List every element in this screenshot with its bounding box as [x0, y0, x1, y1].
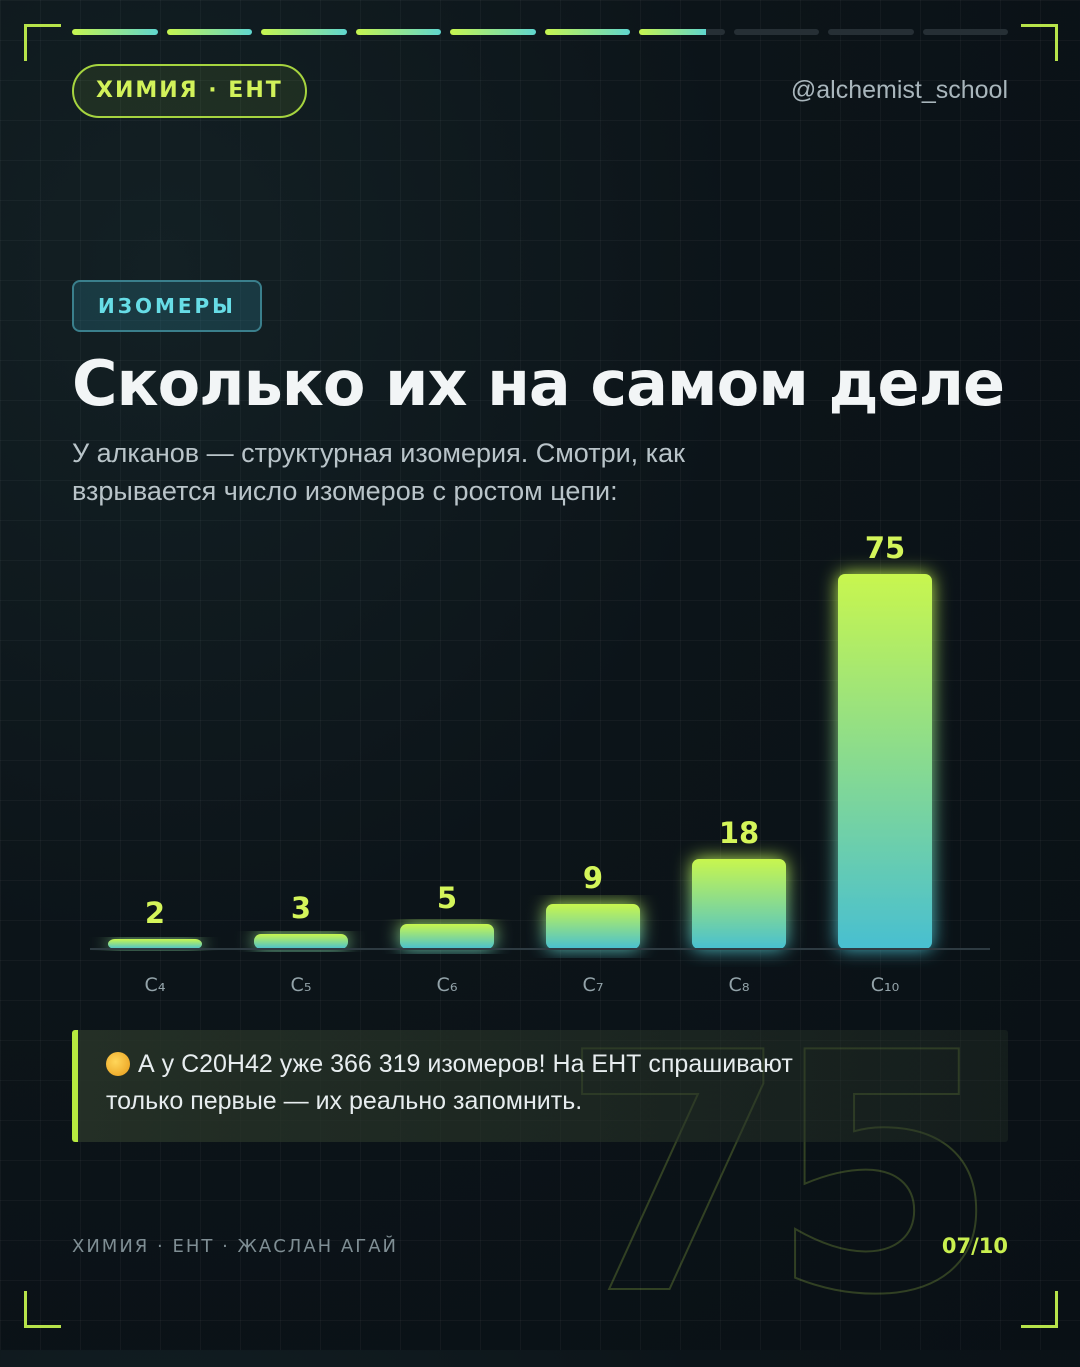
progress-segment-fill	[450, 29, 536, 35]
footer-caption: ХИМИЯ · ЕНТ · ЖАСЛАН АГАЙ	[72, 1236, 398, 1257]
isomer-bar-chart: 2 C₄ 3 C₅ 5 C₆ 9 C₇ 18 C₈ 75 C₁₀	[90, 531, 990, 996]
callout-text-block: А у C20H42 уже 366 319 изомеров! На ЕНТ …	[106, 1046, 846, 1120]
category-label: C₇	[583, 974, 604, 996]
bar-value-label: 5	[437, 881, 457, 915]
progress-segment-fill	[639, 29, 706, 35]
callout-note: А у C20H42 уже 366 319 изомеров! На ЕНТ …	[72, 1030, 1008, 1142]
slide-progress-bar	[72, 29, 1008, 35]
corner-bracket-bottom-left	[24, 1291, 61, 1328]
page-subtitle: У алканов — структурная изомерия. Смотри…	[72, 438, 685, 506]
progress-segment-fill	[166, 29, 252, 35]
progress-segment	[355, 29, 441, 35]
bar-1	[254, 934, 348, 949]
page-title: Сколько их на самом деле	[72, 347, 1005, 420]
progress-segment-fill	[72, 29, 158, 35]
progress-segment-fill	[355, 29, 441, 35]
category-label: C₁₀	[871, 974, 900, 996]
category-label: C₈	[729, 974, 750, 996]
bar-0	[108, 939, 202, 949]
progress-segment-fill	[261, 29, 347, 35]
page-counter: 07/10	[941, 1234, 1008, 1258]
exploding-head-icon	[106, 1052, 130, 1076]
progress-segment	[450, 29, 536, 35]
subject-pill: ХИМИЯ · ЕНТ	[72, 64, 307, 118]
bar-value-label: 2	[145, 896, 165, 930]
progress-segment	[828, 29, 914, 35]
progress-segment	[166, 29, 252, 35]
progress-segment-fill	[544, 29, 630, 35]
bar-2	[400, 924, 494, 949]
bar-value-label: 3	[291, 891, 311, 925]
bar-5	[838, 574, 932, 949]
topic-tag: ИЗОМЕРЫ	[72, 280, 262, 332]
callout-text: А у C20H42 уже 366 319 изомеров! На ЕНТ …	[106, 1050, 793, 1115]
progress-segment	[544, 29, 630, 35]
account-handle: @alchemist_school	[790, 76, 1008, 104]
progress-segment	[72, 29, 158, 35]
progress-segment	[261, 29, 347, 35]
category-label: C₆	[437, 974, 458, 996]
corner-bracket-top-left	[24, 24, 61, 61]
category-label: C₄	[145, 974, 166, 996]
progress-segment	[922, 29, 1008, 35]
bar-value-label: 18	[719, 816, 759, 850]
bar-3	[546, 904, 640, 949]
corner-bracket-top-right	[1021, 24, 1058, 61]
bar-value-label: 9	[583, 861, 603, 895]
bar-value-label: 75	[865, 531, 905, 565]
category-label: C₅	[291, 974, 312, 996]
bar-4	[692, 859, 786, 949]
progress-segment	[639, 29, 725, 35]
corner-bracket-bottom-right	[1021, 1291, 1058, 1328]
progress-segment	[733, 29, 819, 35]
